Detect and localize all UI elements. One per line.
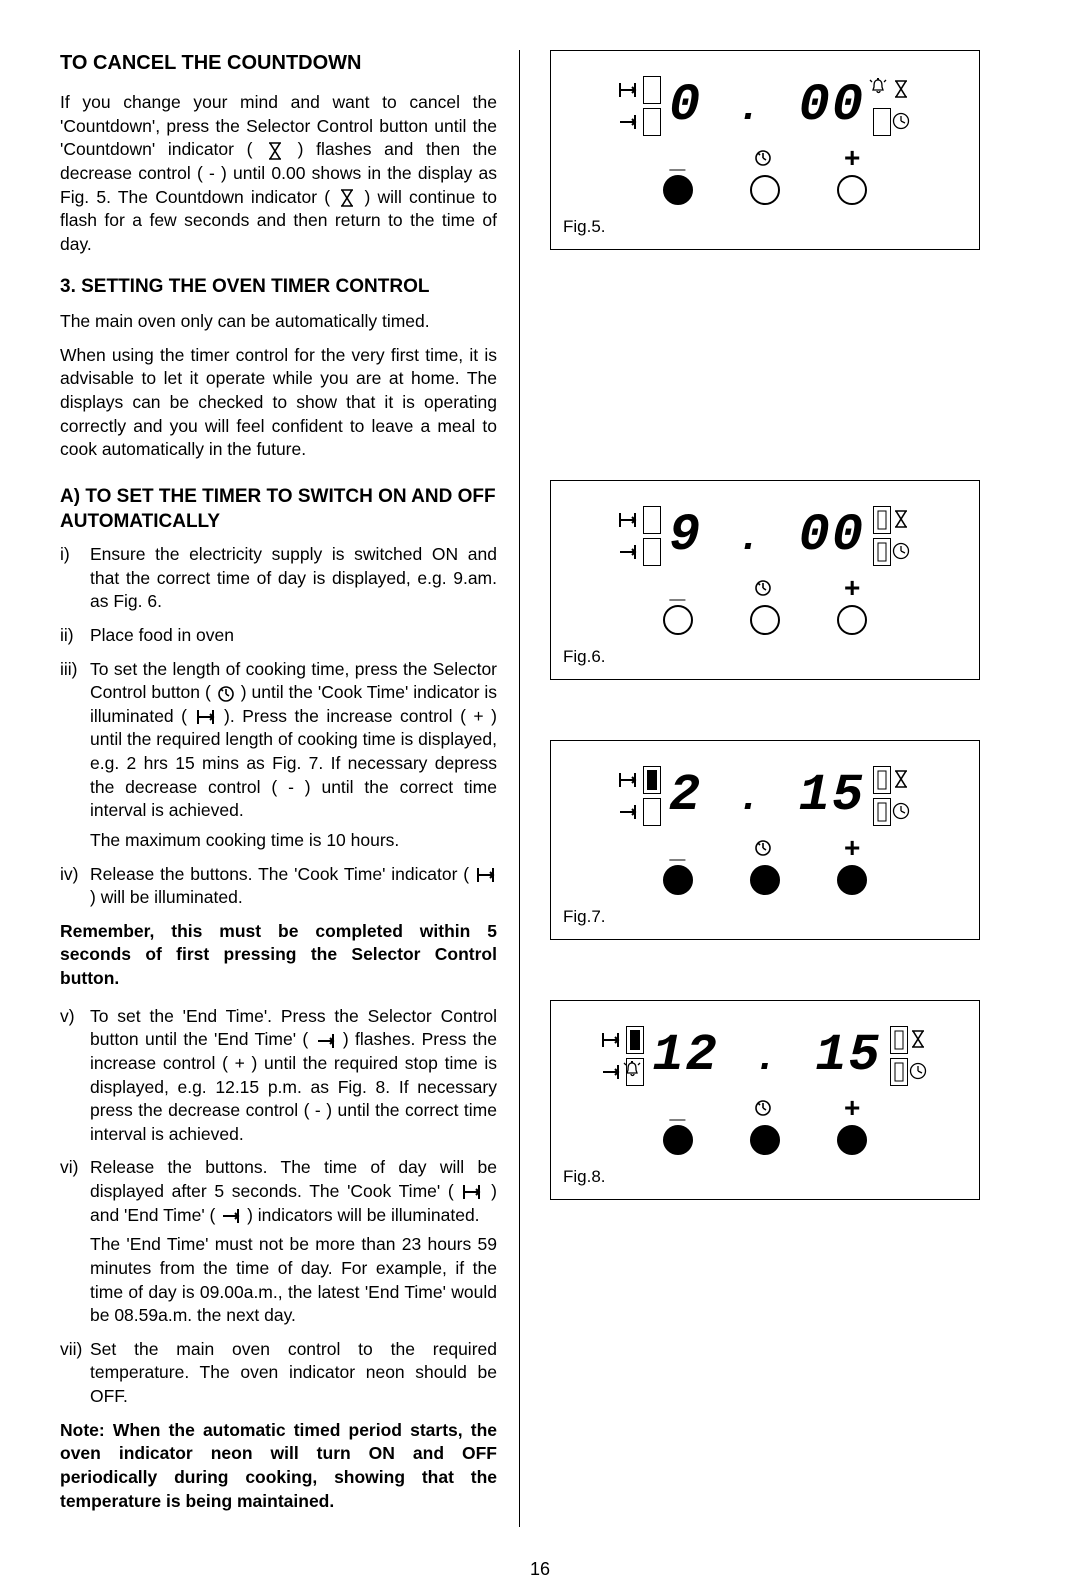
button-row — [595, 865, 935, 895]
para-cancel: If you change your mind and want to canc… — [60, 91, 497, 256]
bell-icon — [870, 78, 894, 102]
fig-label: Fig.6. — [563, 646, 606, 669]
left-column: TO CANCEL THE COUNTDOWN If you change yo… — [60, 50, 520, 1527]
clockface-icon — [893, 803, 911, 821]
end-time-icon — [602, 1064, 624, 1080]
plus-sign: + — [844, 1097, 860, 1123]
heading-cancel: TO CANCEL THE COUNTDOWN — [60, 50, 497, 77]
minus-button[interactable] — [663, 865, 693, 895]
minus-sign: _ — [670, 837, 686, 863]
clockface-icon — [893, 113, 911, 131]
fig-label: Fig.8. — [563, 1166, 606, 1189]
hourglass-icon — [910, 1031, 928, 1049]
cook-time-icon — [461, 1184, 483, 1200]
fig8: Fig.8. 12 . 15 — [550, 1000, 980, 1200]
cook-time-icon — [619, 512, 641, 528]
plus-button[interactable] — [837, 605, 867, 635]
minus-sign: _ — [670, 147, 686, 173]
selector-button[interactable] — [750, 605, 780, 635]
cook-time-icon — [475, 867, 497, 883]
timer-display-row: 12 . 15 — [595, 1021, 935, 1091]
timer-display-row: 0 . 00 — [595, 71, 935, 141]
end-time-icon — [220, 1208, 242, 1224]
clock-icon — [755, 840, 775, 860]
plus-sign: + — [844, 577, 860, 603]
plus-sign: + — [844, 837, 860, 863]
heading-setting: 3. SETTING THE OVEN TIMER CONTROL — [60, 274, 497, 300]
plus-button[interactable] — [837, 865, 867, 895]
para-first-time: When using the timer control for the ver… — [60, 344, 497, 462]
sign-row: _ + — [595, 1097, 935, 1123]
clock-icon — [755, 150, 775, 170]
minus-button[interactable] — [663, 175, 693, 205]
fig-label: Fig.7. — [563, 906, 606, 929]
selector-button[interactable] — [750, 1125, 780, 1155]
para-main-oven: The main oven only can be automatically … — [60, 310, 497, 334]
selector-button[interactable] — [750, 865, 780, 895]
hourglass-icon — [893, 81, 911, 99]
cook-time-icon — [619, 82, 641, 98]
note-block: Note: When the automatic timed period st… — [60, 1419, 497, 1514]
end-time-icon — [619, 804, 641, 820]
minus-sign: _ — [670, 1097, 686, 1123]
clock-icon — [216, 686, 236, 702]
button-row — [595, 175, 935, 205]
minus-sign: _ — [670, 577, 686, 603]
fig7: Fig.7. 2 . 15 — [550, 740, 980, 940]
timer-display-row: 9 . 00 — [595, 501, 935, 571]
digital-display: 9 . 00 — [661, 501, 873, 571]
digital-display: 0 . 00 — [661, 71, 873, 141]
page-number: 16 — [60, 1557, 1020, 1581]
end-time-icon — [619, 114, 641, 130]
fig5: Fig.5. 0 . 00 — [550, 50, 980, 250]
hourglass-icon — [265, 143, 285, 159]
digital-display: 2 . 15 — [661, 761, 873, 831]
bell-icon — [624, 1061, 646, 1083]
cook-time-icon — [195, 709, 217, 725]
right-column: Fig.5. 0 . 00 — [520, 50, 1020, 1527]
fig6: Fig.6. 9 . 00 — [550, 480, 980, 680]
step-i: i) Ensure the electricity supply is swit… — [60, 543, 497, 614]
minus-button[interactable] — [663, 1125, 693, 1155]
digital-display: 12 . 15 — [644, 1021, 889, 1091]
heading-a: A) TO SET THE TIMER TO SWITCH ON AND OFF… — [60, 484, 497, 535]
list-steps-2: v) To set the 'End Time'. Press the Sele… — [60, 1005, 497, 1409]
button-row — [595, 1125, 935, 1155]
clockface-icon — [893, 543, 911, 561]
hourglass-icon — [337, 190, 357, 206]
hourglass-icon — [893, 771, 911, 789]
step-ii: ii) Place food in oven — [60, 624, 497, 648]
plus-button[interactable] — [837, 175, 867, 205]
plus-button[interactable] — [837, 1125, 867, 1155]
clock-icon — [755, 1100, 775, 1120]
cook-time-icon — [602, 1032, 624, 1048]
step-v: v) To set the 'End Time'. Press the Sele… — [60, 1005, 497, 1147]
minus-button[interactable] — [663, 605, 693, 635]
remember-block: Remember, this must be completed within … — [60, 920, 497, 991]
list-steps-1: i) Ensure the electricity supply is swit… — [60, 543, 497, 910]
step-vii: vii) Set the main oven control to the re… — [60, 1338, 497, 1409]
end-time-icon — [619, 544, 641, 560]
step-iii: iii) To set the length of cooking time, … — [60, 658, 497, 853]
clock-icon — [755, 580, 775, 600]
hourglass-icon — [893, 511, 911, 529]
timer-display-row: 2 . 15 — [595, 761, 935, 831]
selector-button[interactable] — [750, 175, 780, 205]
fig-label: Fig.5. — [563, 216, 606, 239]
button-row — [595, 605, 935, 635]
clockface-icon — [910, 1063, 928, 1081]
step-vi: vi) Release the buttons. The time of day… — [60, 1156, 497, 1327]
sign-row: _ + — [595, 837, 935, 863]
plus-sign: + — [844, 147, 860, 173]
step-iv: iv) Release the buttons. The 'Cook Time'… — [60, 863, 497, 910]
sign-row: _ + — [595, 577, 935, 603]
cook-time-icon — [619, 772, 641, 788]
sign-row: _ + — [595, 147, 935, 173]
end-time-icon — [315, 1033, 337, 1049]
